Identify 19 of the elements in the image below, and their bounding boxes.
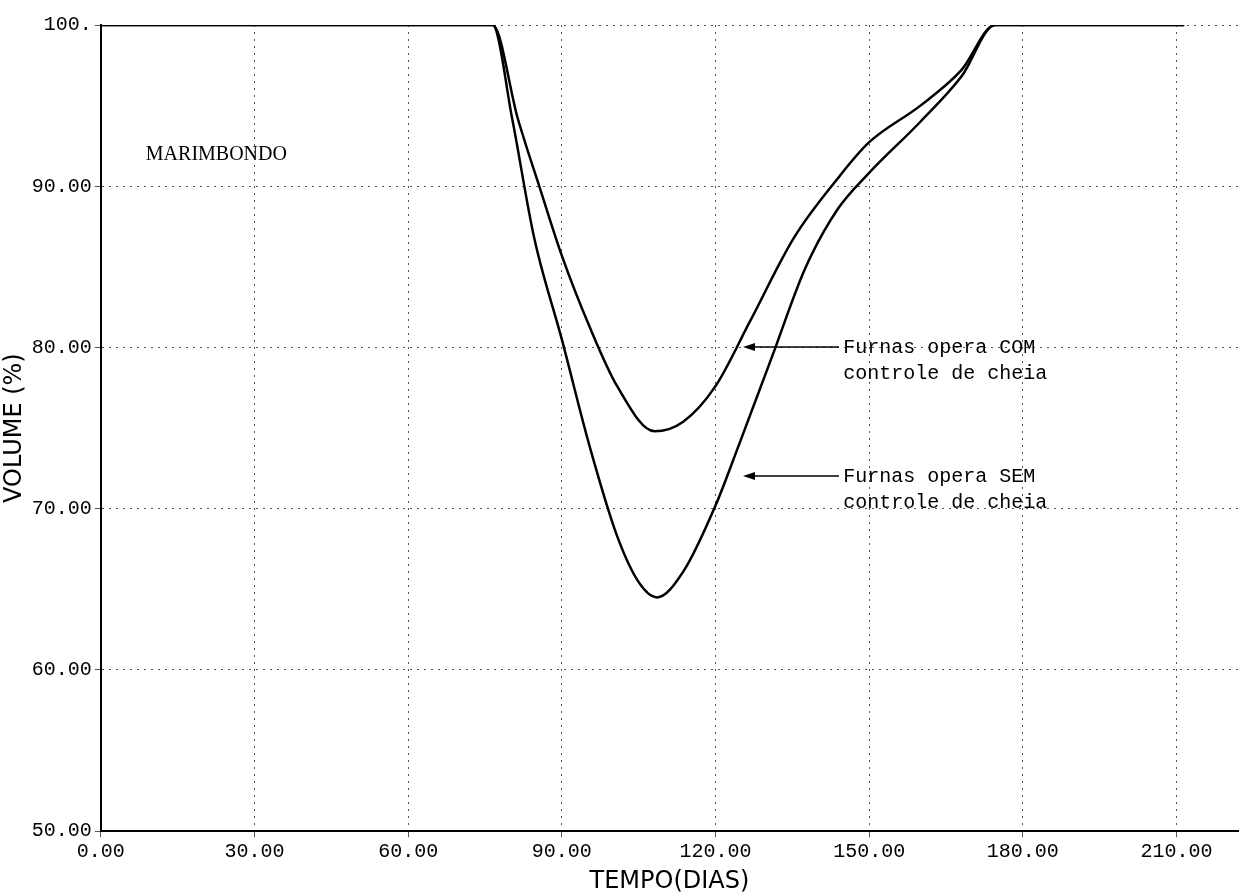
x-tick-label: 60.00 bbox=[378, 840, 439, 864]
y-tick-label: 60.00 bbox=[31, 658, 92, 682]
x-tick-label: 210.00 bbox=[1140, 840, 1213, 864]
y-tick-label: 100. bbox=[43, 13, 92, 37]
x-tick-label: 120.00 bbox=[679, 840, 752, 864]
x-tick-label: 150.00 bbox=[833, 840, 906, 864]
y-tick-label: 80.00 bbox=[31, 335, 92, 359]
y-axis-title: VOLUME (%) bbox=[0, 353, 27, 503]
y-tick-label: 50.00 bbox=[31, 819, 92, 843]
annotation: MARIMBONDO bbox=[145, 142, 287, 165]
x-tick-label: 180.00 bbox=[986, 840, 1059, 864]
x-tick-label: 30.00 bbox=[224, 840, 285, 864]
x-tick-label: 90.00 bbox=[531, 840, 592, 864]
x-axis-title: TEMPO(DIAS) bbox=[588, 865, 750, 894]
y-tick-label: 70.00 bbox=[31, 497, 92, 521]
annotation: Furnas opera COM controle de cheia bbox=[843, 335, 1048, 388]
x-tick-label: 0.00 bbox=[76, 840, 125, 864]
y-tick-label: 90.00 bbox=[31, 174, 92, 198]
annotation: Furnas opera SEM controle de cheia bbox=[843, 464, 1048, 517]
